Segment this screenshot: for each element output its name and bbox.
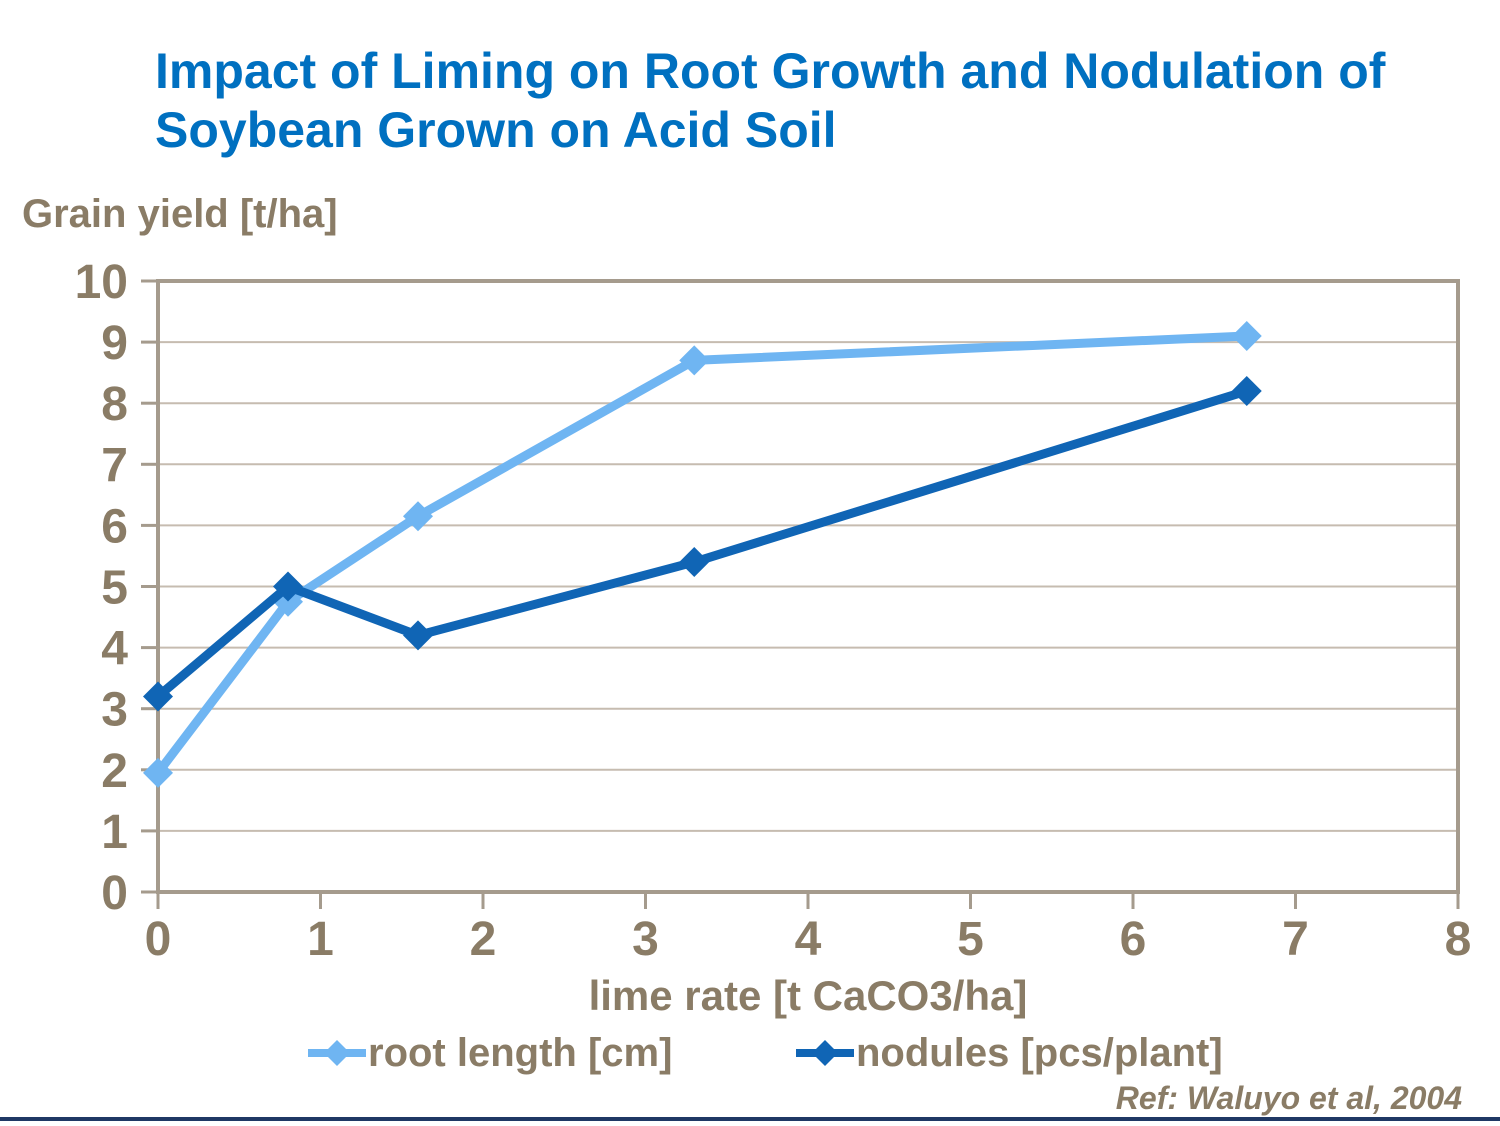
plot-border [156, 279, 1460, 894]
legend-item-nodules: nodules [pcs/plant] [796, 1028, 1223, 1078]
y-tick-label: 5 [101, 562, 128, 615]
data-point-marker [679, 345, 710, 376]
reference-citation: Ref: Waluyo et al, 2004 [1115, 1080, 1462, 1116]
x-tick-label: 1 [307, 913, 334, 966]
x-tick-label: 7 [1282, 913, 1309, 966]
root-length-legend-marker-icon [308, 1040, 366, 1066]
y-tick-label: 1 [101, 806, 128, 859]
x-tick-label: 0 [145, 913, 172, 966]
footer-accent-bar [0, 1117, 1500, 1121]
series-line-0 [154, 331, 1247, 776]
y-tick-label: 7 [101, 439, 128, 492]
data-point-marker [1231, 320, 1262, 351]
data-point-marker [273, 571, 303, 602]
data-point-marker [143, 681, 173, 712]
y-axis-label: Grain yield [t/ha] [22, 192, 338, 236]
y-tick-label: 3 [101, 684, 128, 737]
page-title-line-1: Impact of Liming on Root Growth and Nodu… [155, 43, 1386, 99]
legend-label-root-length: root length [cm] [368, 1030, 673, 1075]
y-tick-label: 10 [75, 256, 128, 309]
data-point-marker [403, 501, 433, 532]
series-line-1 [155, 386, 1249, 700]
x-axis-title: lime rate [t CaCO3/ha] [589, 972, 1028, 1019]
data-point-marker [143, 757, 173, 788]
nodules-legend-marker-icon [796, 1040, 854, 1066]
y-tick-label: 9 [101, 317, 128, 370]
data-point-marker [1231, 375, 1262, 406]
y-tick-label: 6 [101, 500, 128, 553]
data-point-marker [403, 620, 433, 651]
x-tick-label: 5 [957, 913, 984, 966]
y-tick-label: 0 [101, 867, 128, 920]
legend-item-root-length: root length [cm] [308, 1028, 672, 1078]
x-tick-label: 3 [632, 913, 659, 966]
y-tick-label: 4 [101, 623, 128, 676]
data-point-marker [679, 547, 710, 578]
line-chart: 0 1 2 3 4 5 6 7 8 9 10 0 1 2 3 4 5 6 7 8 lime rate [t CaCO3/… [75, 256, 1472, 1019]
x-tick-label: 8 [1445, 913, 1472, 966]
page-title-line-2: Soybean Grown on Acid Soil [155, 102, 837, 158]
legend-label-nodules: nodules [pcs/plant] [856, 1030, 1223, 1075]
x-tick-label: 2 [470, 913, 497, 966]
y-tick-label: 8 [101, 378, 128, 431]
x-tick-label: 4 [795, 913, 822, 966]
page-title: Impact of Liming on Root Growth and Nodu… [155, 42, 1385, 160]
x-tick-label: 6 [1120, 913, 1147, 966]
y-tick-label: 2 [101, 745, 128, 798]
